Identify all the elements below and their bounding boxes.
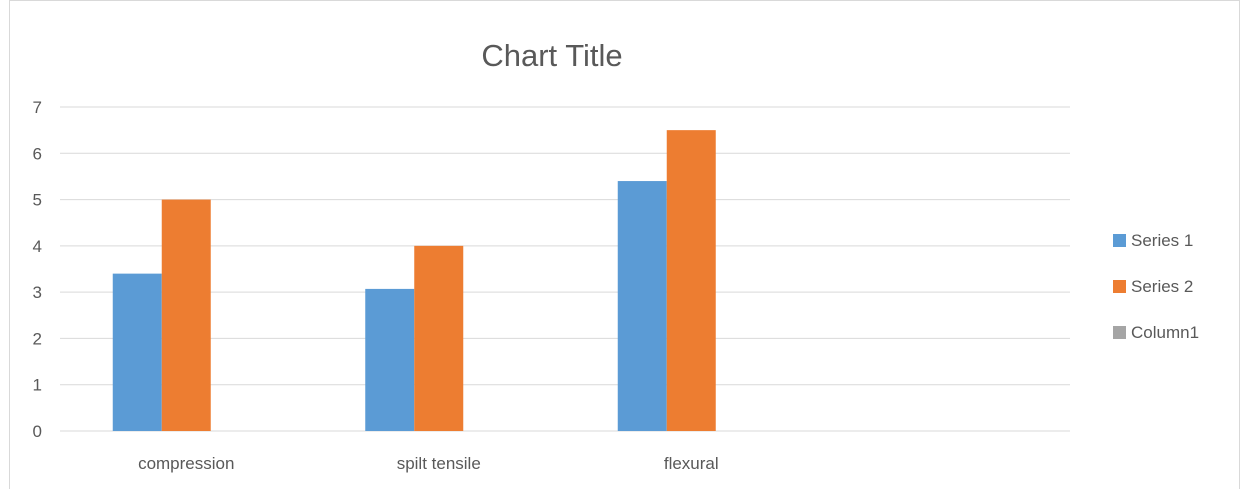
legend-label: Series 2 [1131, 277, 1193, 296]
y-tick-label: 0 [33, 422, 42, 441]
bar-series-1-2 [617, 181, 667, 431]
legend-swatch [1113, 326, 1126, 339]
y-tick-label: 1 [33, 376, 42, 395]
y-tick-label: 3 [33, 283, 42, 302]
chart-title: Chart Title [481, 38, 622, 73]
legend-label: Series 1 [1131, 231, 1193, 250]
legend-swatch [1113, 234, 1126, 247]
legend: Series 1 Series 2 Column1 [1113, 231, 1199, 342]
x-category-label: spilt tensile [397, 454, 481, 473]
bar-series-1-1 [365, 288, 415, 431]
bar-series-2-1 [414, 245, 464, 431]
bar-series-2-2 [666, 130, 716, 431]
y-tick-label: 7 [33, 98, 42, 117]
y-axis-ticks: 0 1 2 3 4 5 6 7 [33, 98, 42, 441]
x-axis-categories: compression spilt tensile flexural [138, 454, 719, 473]
legend-swatch [1113, 280, 1126, 293]
gridlines [60, 106, 1070, 432]
legend-label: Column1 [1131, 323, 1199, 342]
bar-series-2-0 [161, 199, 211, 431]
y-tick-label: 2 [33, 329, 42, 348]
y-tick-label: 6 [33, 144, 42, 163]
y-tick-label: 5 [33, 191, 42, 210]
bars [112, 130, 716, 431]
x-category-label: compression [138, 454, 234, 473]
bar-series-1-0 [112, 273, 162, 431]
y-tick-label: 4 [33, 237, 42, 256]
x-category-label: flexural [664, 454, 719, 473]
